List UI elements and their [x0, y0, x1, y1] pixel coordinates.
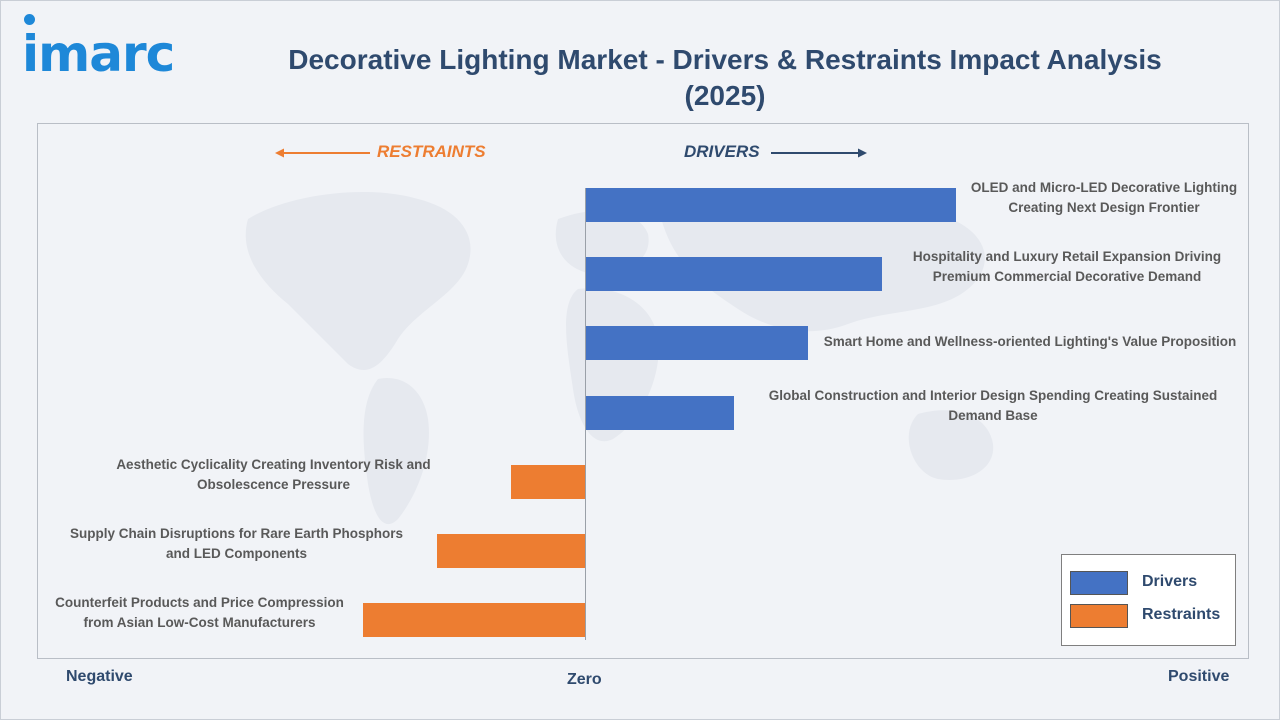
bar-label-line: Aesthetic Cyclicality Creating Inventory… — [116, 456, 431, 472]
chart-title: Decorative Lighting Market - Drivers & R… — [270, 42, 1180, 114]
driver-bar — [586, 188, 956, 222]
bar-label-line: from Asian Low-Cost Manufacturers — [83, 615, 316, 631]
legend-label-drivers: Drivers — [1142, 573, 1198, 590]
bar-label-line: Hospitality and Luxury Retail Expansion … — [912, 249, 1222, 265]
legend-swatch-restraints — [1070, 604, 1128, 628]
bar-label-line: OLED and Micro-LED Decorative Lighting — [970, 180, 1238, 195]
driver-bar-label: Hospitality and Luxury Retail Expansion … — [890, 247, 1244, 287]
restraints-direction-label: RESTRAINTS — [377, 142, 486, 161]
restraint-bar-label: Counterfeit Products and Price Compressi… — [50, 593, 349, 633]
driver-bar-label: OLED and Micro-LED Decorative Lighting Cr… — [964, 178, 1244, 218]
restraint-bar-label: Aesthetic Cyclicality Creating Inventory… — [50, 455, 497, 495]
driver-bar — [586, 257, 882, 292]
bar-label-line: Demand Base — [948, 407, 1038, 423]
driver-bar-label: Global Construction and Interior Design … — [742, 386, 1244, 426]
chart-title-line2: (2025) — [684, 80, 766, 111]
drivers-direction-label: DRIVERS — [684, 142, 760, 161]
axis-label-positive: Positive — [1168, 668, 1230, 685]
driver-bar-label: Smart Home and Wellness-oriented Lightin… — [816, 332, 1244, 352]
logo-dot — [24, 14, 35, 25]
bar-label-line: Supply Chain Disruptions for Rare Earth … — [69, 526, 404, 541]
imarc-logo: imarc — [22, 25, 175, 83]
bar-label-line: Premium Commercial Decorative Demand — [932, 269, 1202, 285]
right-arrow-icon — [771, 148, 867, 158]
restraint-bar-label: Supply Chain Disruptions for Rare Earth … — [50, 524, 423, 564]
restraint-bar — [363, 603, 585, 638]
axis-label-negative: Negative — [66, 668, 133, 685]
bar-label-line: and LED Components — [166, 546, 307, 561]
chart-title-line1: Decorative Lighting Market - Drivers & R… — [288, 44, 1162, 75]
restraint-bar — [511, 464, 585, 499]
left-arrow-icon — [275, 148, 370, 158]
legend: Drivers Restraints — [1061, 554, 1236, 646]
bar-label-line: Smart Home and Wellness-oriented Lightin… — [823, 334, 1237, 350]
driver-bar — [586, 395, 734, 430]
driver-bar — [586, 326, 808, 361]
bar-label-line: Obsolescence Pressure — [196, 476, 351, 492]
restraint-bar — [437, 534, 585, 568]
bar-label-line: Creating Next Design Frontier — [1008, 200, 1200, 215]
legend-swatch-drivers — [1070, 571, 1128, 595]
bar-label-line: Global Construction and Interior Design … — [768, 387, 1218, 403]
zero-axis-line — [585, 188, 586, 640]
bar-label-line: Counterfeit Products and Price Compressi… — [55, 595, 344, 611]
axis-label-zero: Zero — [567, 671, 602, 688]
legend-label-restraints: Restraints — [1142, 606, 1221, 623]
